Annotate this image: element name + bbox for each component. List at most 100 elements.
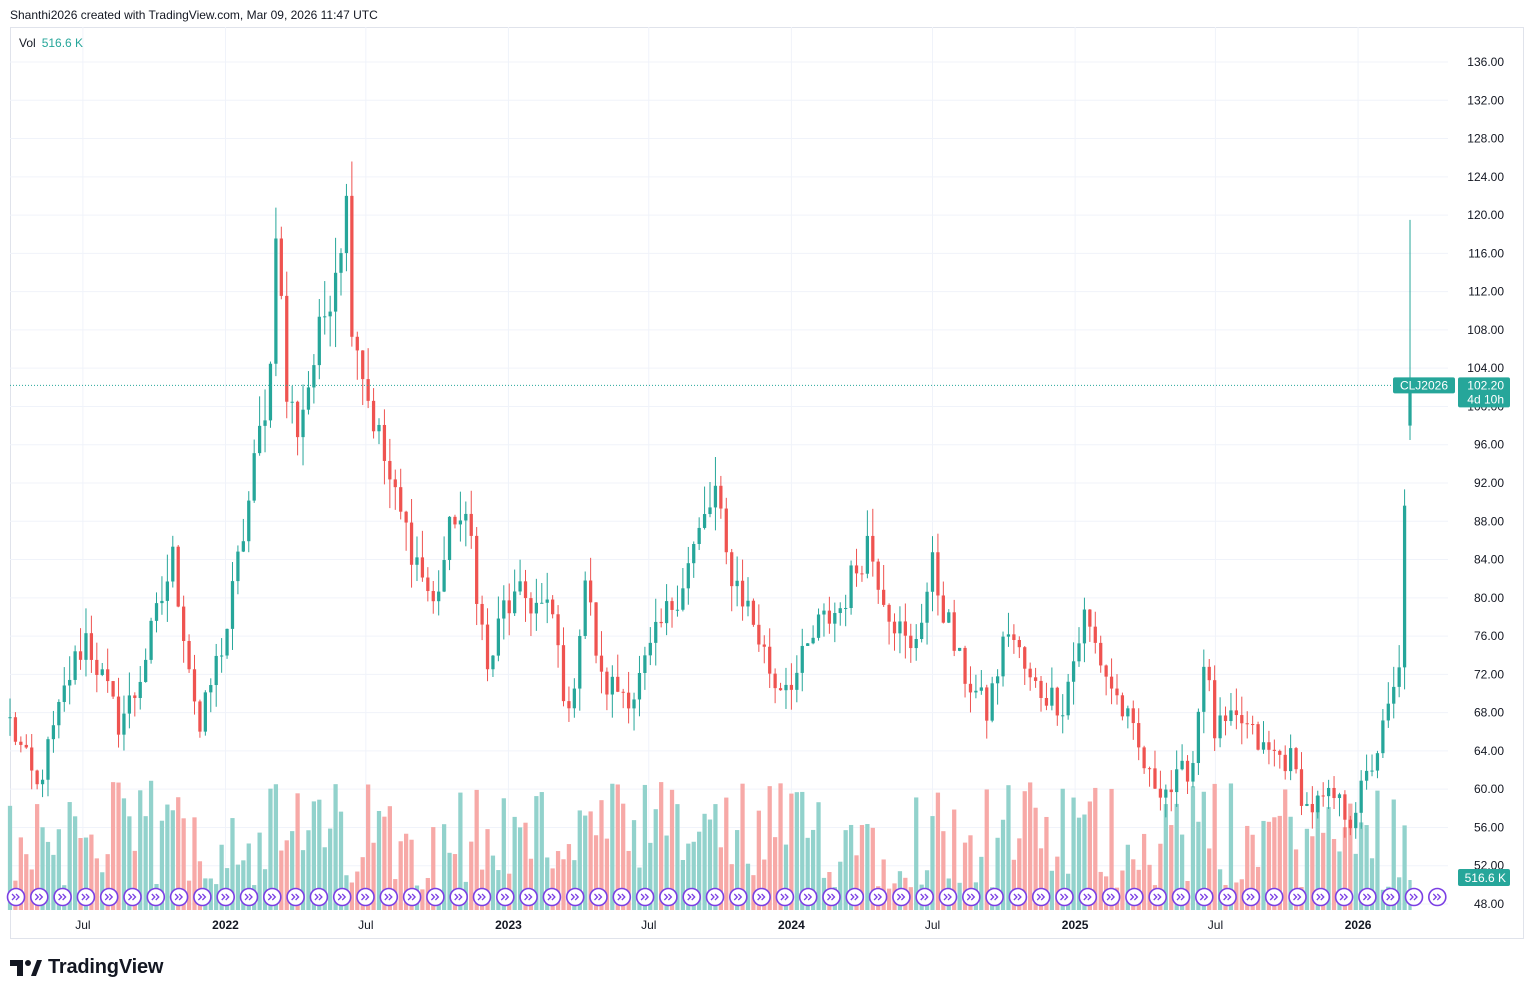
volume-bar	[355, 871, 360, 910]
candle-body	[1006, 634, 1011, 637]
volume-bar	[1288, 816, 1293, 910]
candle-body	[768, 646, 772, 674]
candle-body	[1153, 768, 1157, 789]
candle-body	[1033, 677, 1038, 681]
event-marker-icon	[169, 887, 189, 907]
candle-body	[724, 508, 728, 553]
candle-body	[757, 624, 761, 645]
volume-bar	[724, 797, 729, 910]
brand-footer[interactable]: TradingView	[10, 956, 163, 979]
event-marker-arrow	[827, 893, 836, 901]
volume-bar	[631, 820, 637, 910]
candle-body	[806, 643, 810, 646]
event-marker-icon	[798, 887, 818, 907]
candle-body	[1316, 795, 1320, 813]
candle-body	[534, 602, 538, 614]
volume-bar	[789, 793, 794, 910]
candle-body	[1305, 803, 1309, 806]
volume-bar	[1098, 871, 1103, 910]
candle-body	[1137, 723, 1141, 748]
candle-body	[529, 598, 533, 614]
candle-body	[285, 295, 289, 402]
volume-bar	[517, 827, 523, 910]
volume-bar	[290, 831, 295, 910]
candle-body	[84, 633, 88, 660]
candle-body	[594, 602, 598, 656]
volume-bar	[539, 792, 544, 910]
candle-body	[1240, 715, 1244, 724]
price-tick-label: 72.00	[1474, 667, 1504, 681]
candle-body	[513, 591, 517, 614]
volume-bar	[908, 887, 913, 910]
candle-body	[702, 514, 707, 528]
event-marker-icon	[1358, 887, 1377, 907]
event-marker-arrow	[361, 893, 370, 901]
volume-bar	[1196, 821, 1201, 910]
price-tick-label: 84.00	[1474, 553, 1504, 567]
candle-body	[295, 401, 300, 438]
event-marker-icon	[1264, 887, 1284, 907]
volume-bar	[268, 788, 273, 910]
candle-body	[1251, 724, 1255, 726]
volume-bar	[328, 828, 333, 910]
candle-body	[800, 645, 804, 673]
event-marker-icon	[938, 887, 958, 907]
volume-bar	[382, 816, 387, 910]
volume-bar	[24, 854, 29, 910]
event-marker-icon	[775, 887, 795, 907]
volume-bar	[599, 800, 604, 910]
volume-bar	[452, 854, 458, 910]
event-marker-arrow	[594, 893, 603, 901]
candle-body	[40, 779, 45, 785]
candle-body	[898, 621, 902, 634]
candle-body	[355, 336, 359, 351]
candle-body	[57, 701, 61, 726]
price-tick-label: 108.00	[1467, 323, 1504, 337]
event-marker-arrow	[128, 893, 137, 901]
volume-bar	[214, 884, 219, 910]
volume-badge: 516.6 K	[1458, 869, 1510, 886]
candle-body	[257, 425, 262, 454]
candle-body	[1175, 769, 1179, 793]
volume-bar	[848, 824, 854, 910]
volume-bar	[680, 860, 686, 910]
candle-body	[274, 238, 278, 364]
candle-body	[925, 591, 929, 623]
candle-body	[475, 535, 479, 604]
candle-body	[621, 691, 625, 693]
candle-body	[1082, 609, 1087, 644]
candle-body	[507, 600, 511, 614]
volume-bar	[610, 783, 615, 910]
event-marker-arrow	[617, 893, 626, 901]
volume-bar	[165, 804, 170, 910]
event-marker-icon	[892, 887, 911, 907]
event-marker-icon	[961, 887, 981, 907]
candle-body	[350, 195, 354, 337]
candle-body	[133, 695, 137, 698]
volume-bar	[138, 790, 143, 910]
event-marker-arrow	[524, 893, 533, 901]
event-marker-arrow	[151, 893, 160, 901]
volume-bar	[577, 810, 582, 910]
volume-bar	[1076, 817, 1082, 910]
volume-bar	[675, 804, 680, 910]
candle-body	[1321, 795, 1325, 797]
candle-body	[1326, 787, 1331, 797]
candle-body	[73, 651, 77, 680]
time-tick-label: Jul	[75, 918, 90, 932]
volume-bar	[1326, 807, 1331, 910]
price-tick-label: 76.00	[1474, 629, 1504, 643]
event-marker-arrow	[454, 893, 463, 901]
volume-bar	[360, 857, 365, 910]
candle-body	[903, 621, 907, 636]
candle-body	[306, 387, 311, 410]
volume-bar	[56, 829, 61, 910]
volume-bar	[740, 783, 745, 910]
candle-body	[1375, 753, 1380, 771]
event-marker-arrow	[1269, 893, 1279, 901]
candle-body	[62, 685, 66, 702]
candle-body	[30, 747, 34, 771]
event-marker-icon	[1101, 887, 1121, 907]
event-marker-icon	[659, 887, 678, 907]
